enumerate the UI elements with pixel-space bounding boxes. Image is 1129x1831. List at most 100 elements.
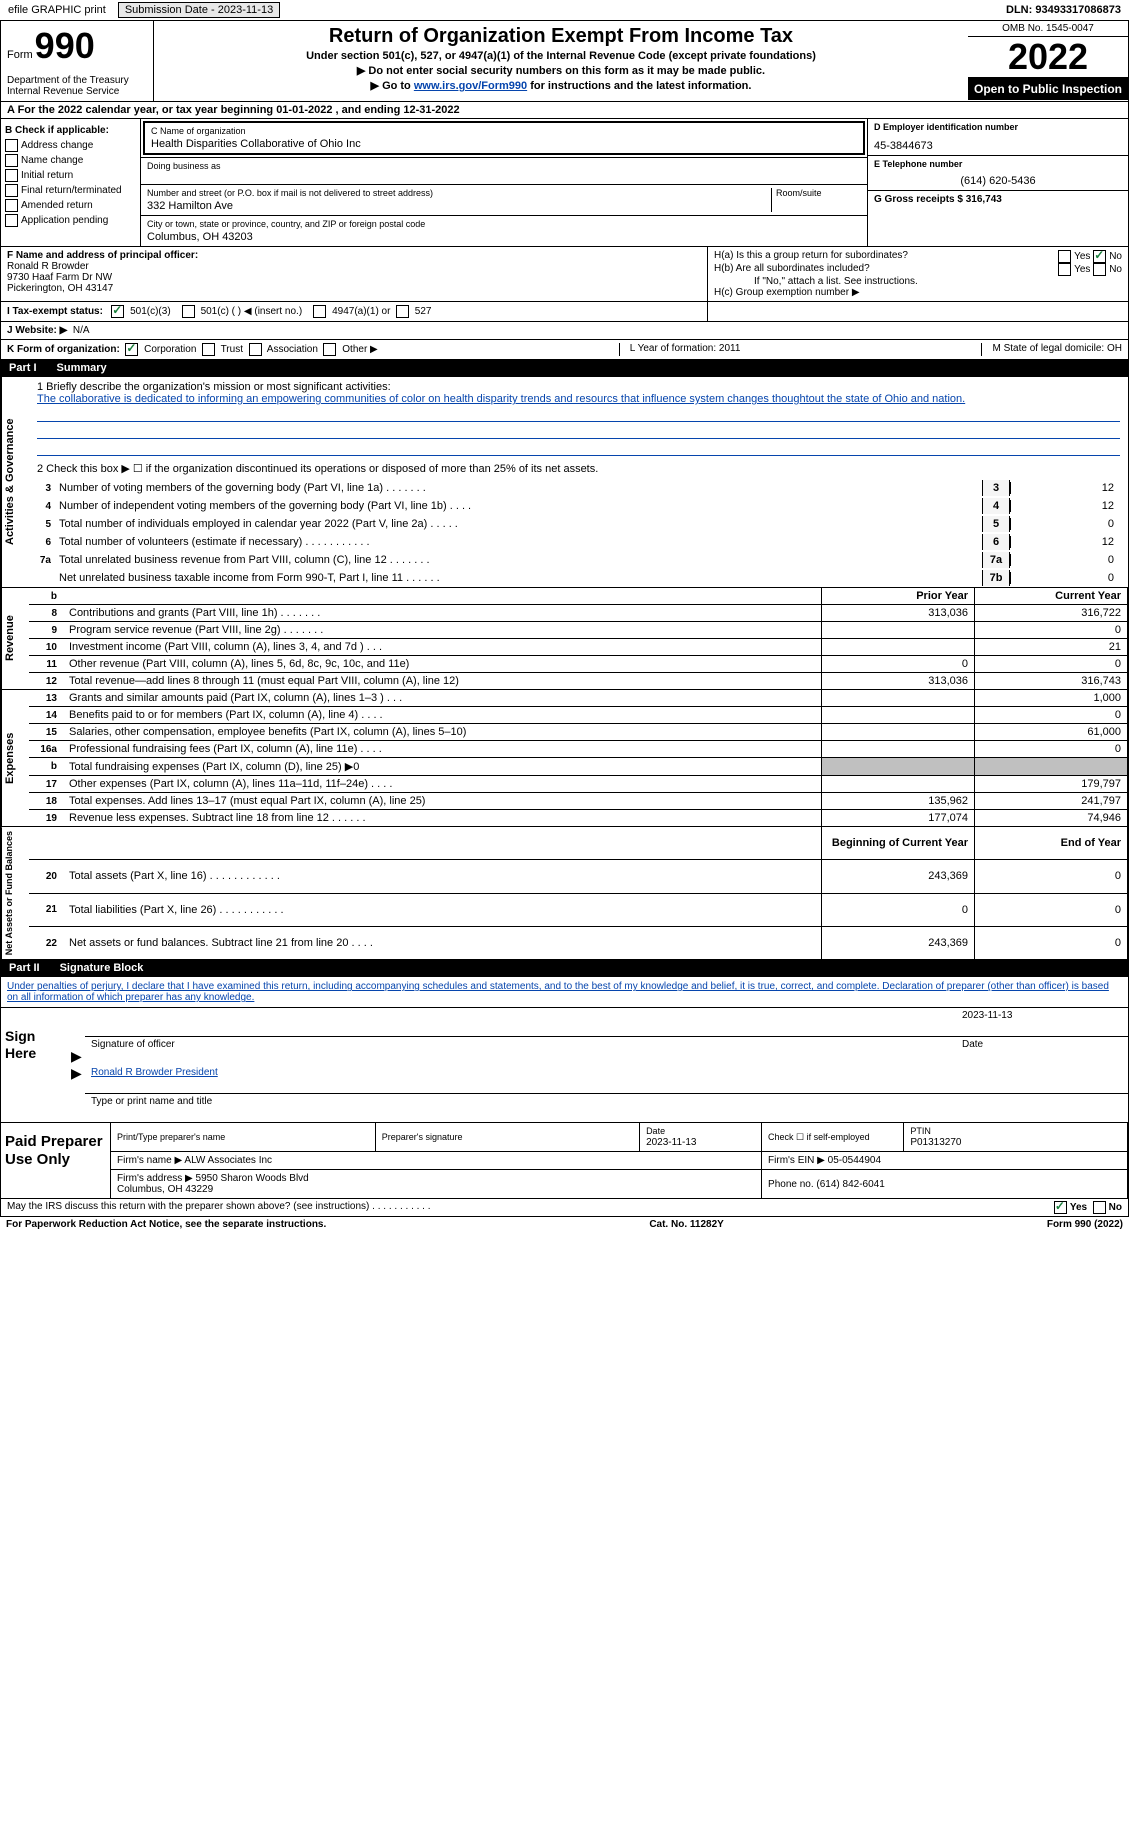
open-to-public: Open to Public Inspection	[968, 78, 1128, 100]
print-prep-label: Print/Type preparer's name	[117, 1132, 225, 1142]
row-num: 18	[29, 793, 63, 810]
tax-exempt-status: I Tax-exempt status: 501(c)(3) 501(c) ( …	[1, 302, 708, 321]
subtitle-1: Under section 501(c), 527, or 4947(a)(1)…	[164, 50, 958, 62]
line-desc: Number of independent voting members of …	[59, 500, 982, 512]
expenses-table: 13 Grants and similar amounts paid (Part…	[29, 690, 1128, 826]
hb-no: No	[1109, 264, 1122, 275]
row-num: 14	[29, 707, 63, 724]
website-value: N/A	[73, 325, 90, 336]
hc-label: H(c) Group exemption number ▶	[714, 287, 1122, 298]
street-value: 332 Hamilton Ave	[147, 200, 771, 212]
officer-addr1: 9730 Haaf Farm Dr NW	[7, 272, 112, 283]
current-year-val: 0	[975, 927, 1128, 960]
initial-return-checkbox[interactable]	[5, 169, 18, 182]
4947-label: 4947(a)(1) or	[332, 306, 390, 317]
ha-yes-checkbox[interactable]	[1058, 250, 1071, 263]
527-checkbox[interactable]	[396, 305, 409, 318]
sign-arrows: ▶▶	[71, 1008, 85, 1122]
line-num: 5	[37, 519, 59, 530]
line-box: 5	[982, 516, 1010, 532]
hb-yes: Yes	[1074, 264, 1090, 275]
line-desc: Total number of volunteers (estimate if …	[59, 536, 982, 548]
city-label: City or town, state or province, country…	[147, 219, 861, 229]
submission-date-button[interactable]: Submission Date - 2023-11-13	[118, 2, 280, 18]
current-year-val: 0	[975, 741, 1128, 758]
prep-sig-label: Preparer's signature	[382, 1132, 463, 1142]
room-label: Room/suite	[776, 188, 861, 198]
form-footer: Form 990 (2022)	[1047, 1219, 1123, 1230]
row-num: 21	[29, 893, 63, 927]
form-org-row: K Form of organization: Corporation Trus…	[0, 340, 1129, 360]
row-num: 20	[29, 860, 63, 894]
col-b-title: B Check if applicable:	[5, 125, 109, 136]
f-label: F Name and address of principal officer:	[7, 250, 198, 261]
assoc-checkbox[interactable]	[249, 343, 262, 356]
prep-date-label: Date	[646, 1126, 665, 1136]
part-i-title: Summary	[57, 362, 107, 374]
prior-year-val	[822, 741, 975, 758]
line-val: 0	[1010, 572, 1120, 584]
current-year-val: 0	[975, 707, 1128, 724]
part-i-num: Part I	[9, 362, 37, 374]
trust-checkbox[interactable]	[202, 343, 215, 356]
assoc-label: Association	[267, 344, 318, 355]
line-box: 7b	[982, 570, 1010, 586]
firm-phone: Phone no. (614) 842-6041	[762, 1170, 1128, 1199]
cat-number: Cat. No. 11282Y	[649, 1219, 723, 1230]
discuss-no: No	[1109, 1202, 1122, 1213]
corp-checkbox[interactable]	[125, 343, 138, 356]
hb-yes-checkbox[interactable]	[1058, 263, 1071, 276]
prior-year-val	[822, 724, 975, 741]
line-box: 6	[982, 534, 1010, 550]
other-checkbox[interactable]	[323, 343, 336, 356]
line-num: 3	[37, 483, 59, 494]
ha-no-checkbox[interactable]	[1093, 250, 1106, 263]
discuss-no-checkbox[interactable]	[1093, 1201, 1106, 1214]
discuss-yes-checkbox[interactable]	[1054, 1201, 1067, 1214]
corp-label: Corporation	[144, 344, 196, 355]
officer-addr2: Pickerington, OH 43147	[7, 283, 113, 294]
form-number: 990	[35, 25, 95, 67]
part-i-header: Part I Summary	[0, 360, 1129, 377]
line-val: 12	[1010, 482, 1120, 494]
main-title: Return of Organization Exempt From Incom…	[164, 25, 958, 48]
omb-number: OMB No. 1545-0047	[968, 21, 1128, 37]
row-desc: Total fundraising expenses (Part IX, col…	[63, 758, 822, 776]
current-year-val: 316,743	[975, 673, 1128, 690]
ptin-value: P01313270	[910, 1137, 961, 1148]
ptin-label: PTIN	[910, 1126, 931, 1136]
current-year-val: 0	[975, 656, 1128, 673]
part-ii-num: Part II	[9, 962, 40, 974]
501c-checkbox[interactable]	[182, 305, 195, 318]
app-pending-checkbox[interactable]	[5, 214, 18, 227]
current-year-val: 0	[975, 860, 1128, 894]
part-ii-header: Part II Signature Block	[0, 960, 1129, 977]
activities-label: Activities & Governance	[1, 377, 29, 587]
line-box: 3	[982, 480, 1010, 496]
cb-initial: Initial return	[21, 170, 73, 181]
officer-print-name: Ronald R Browder President	[91, 1067, 1122, 1091]
sign-date: 2023-11-13	[962, 1010, 1122, 1034]
preparer-table: Print/Type preparer's name Preparer's si…	[111, 1123, 1128, 1198]
cb-name: Name change	[21, 155, 83, 166]
sign-here-label: Sign Here	[1, 1008, 71, 1122]
sub3-post: for instructions and the latest informat…	[527, 80, 751, 92]
501c3-checkbox[interactable]	[111, 305, 124, 318]
tax-year: 2022	[968, 37, 1128, 78]
prior-year-val	[822, 622, 975, 639]
name-change-checkbox[interactable]	[5, 154, 18, 167]
address-change-checkbox[interactable]	[5, 139, 18, 152]
final-return-checkbox[interactable]	[5, 184, 18, 197]
hb-no-checkbox[interactable]	[1093, 263, 1106, 276]
i-label: I Tax-exempt status:	[7, 306, 103, 317]
sig-date-label: Date	[962, 1039, 1122, 1063]
amended-return-checkbox[interactable]	[5, 199, 18, 212]
row-num: 17	[29, 776, 63, 793]
current-year-val: 74,946	[975, 810, 1128, 827]
prior-year-val: 313,036	[822, 673, 975, 690]
4947-checkbox[interactable]	[313, 305, 326, 318]
paperwork-notice: For Paperwork Reduction Act Notice, see …	[6, 1219, 326, 1230]
ha-yes: Yes	[1074, 251, 1090, 262]
form990-link[interactable]: www.irs.gov/Form990	[414, 80, 527, 92]
firm-name-label: Firm's name ▶	[117, 1155, 182, 1166]
